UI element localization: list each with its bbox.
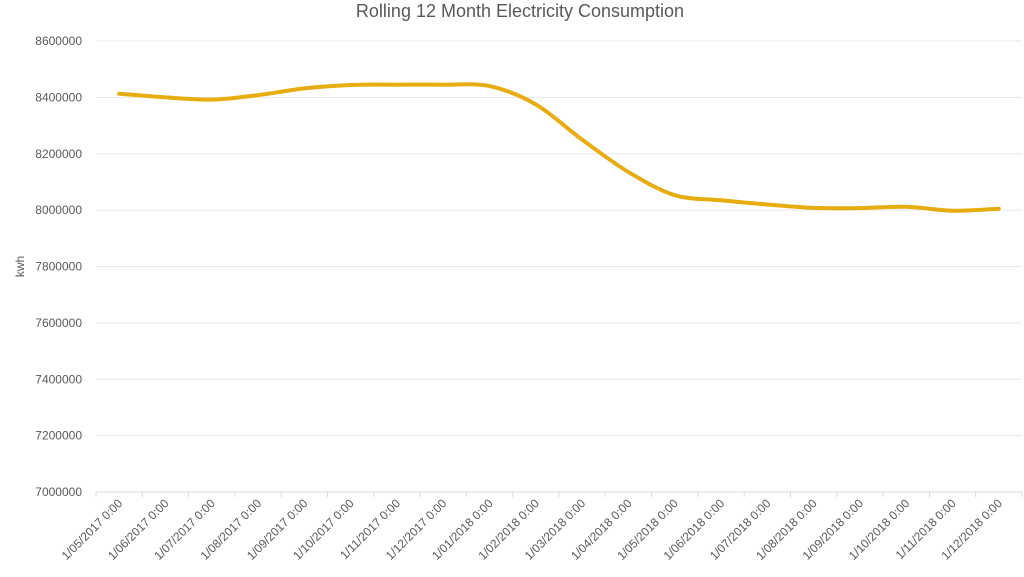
y-axis-title: kwh	[13, 256, 27, 277]
y-tick-label: 8200000	[35, 147, 82, 161]
y-tick-label: 7800000	[35, 260, 82, 274]
series-layer	[117, 82, 1001, 213]
y-tick-label: 7000000	[35, 485, 82, 499]
y-tick-label: 8000000	[35, 203, 82, 217]
y-tick-label: 8400000	[35, 90, 82, 104]
y-tick-label: 7400000	[35, 372, 82, 386]
y-tick-label: 7600000	[35, 316, 82, 330]
y-axis: 7000000 7200000 7400000 7600000 7800000 80000…	[35, 34, 82, 499]
y-tick-label: 7200000	[35, 429, 82, 443]
chart-title: Rolling 12 Month Electricity Consumption	[355, 1, 685, 21]
x-axis: 1/05/2017 0:001/06/2017 0:001/07/2017 0:…	[59, 492, 1023, 563]
series-line	[117, 82, 1001, 213]
y-tick-label: 8600000	[35, 34, 82, 48]
grid	[96, 40, 1022, 493]
